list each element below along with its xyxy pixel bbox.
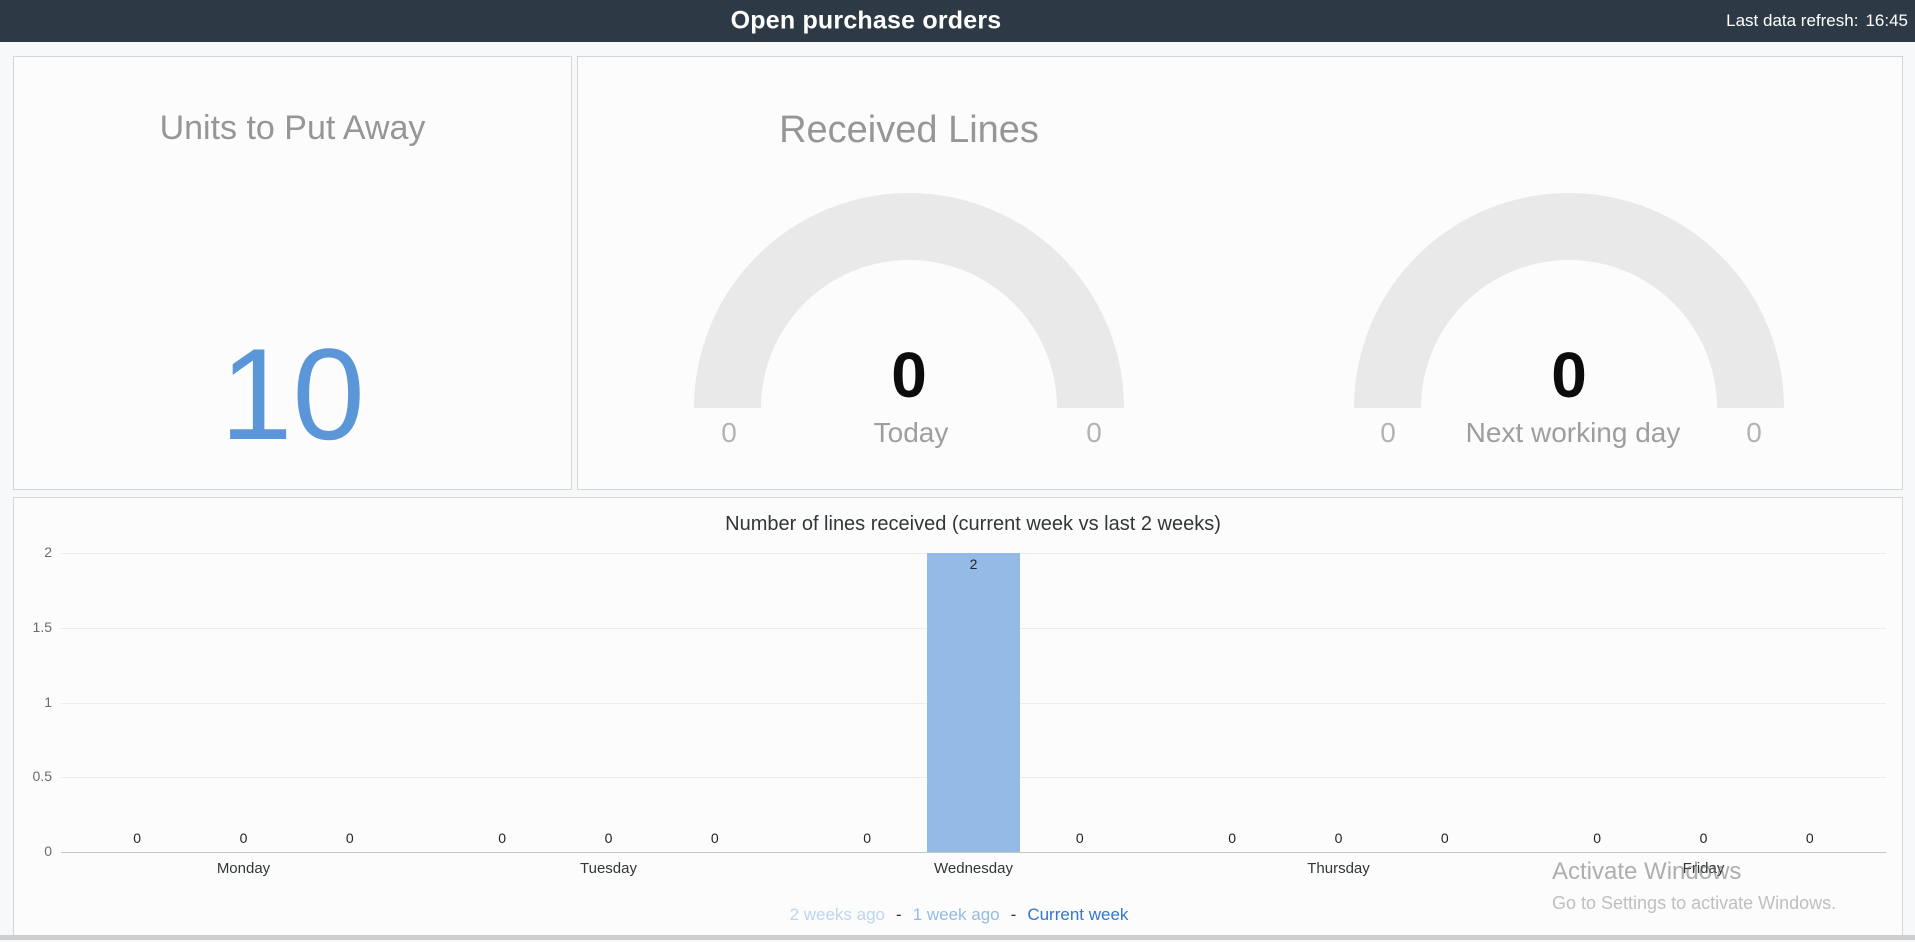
tile-units-to-put-away[interactable]: Units to Put Away 10	[13, 56, 572, 490]
bar-value-label: 0	[133, 830, 142, 846]
bar-value-label: 0	[345, 830, 354, 846]
legend-separator: -	[1010, 905, 1017, 924]
gauge-next-working-day-min: 0	[1380, 417, 1396, 448]
y-axis-tick-0: 0	[44, 843, 52, 859]
x-axis-label-friday: Friday	[1682, 860, 1725, 877]
last-data-refresh-time: 16:45	[1865, 11, 1908, 30]
gauge-today-label: Today	[873, 417, 949, 448]
y-axis-tick-1: 1	[44, 693, 52, 710]
legend-item-1-week-ago[interactable]: 1 week ago	[912, 905, 1000, 924]
bar-value-label: 0	[710, 830, 719, 846]
chart-title: Number of lines received (current week v…	[725, 513, 1221, 535]
bar-chart-plot: 0 0.5 1 1.5 2 Monday 0 0 0 Tuesday 0 0 0 Wednesday 0 2 0…	[14, 498, 1904, 936]
chart-panel: Number of lines received (current week v…	[13, 497, 1903, 935]
x-axis-label-monday: Monday	[216, 860, 271, 877]
bar-value-label: 0	[1805, 830, 1814, 846]
received-lines-title: Received Lines	[779, 109, 1039, 151]
bar-value-label: 0	[1334, 830, 1343, 846]
y-axis-tick-1.5: 1.5	[32, 618, 52, 635]
bar-value-label: 0	[1075, 830, 1084, 846]
bar-1-week-ago-wednesday[interactable]	[927, 553, 1020, 852]
bar-value-label: 0	[239, 830, 248, 846]
gauge-next-working-day-max: 0	[1746, 417, 1762, 448]
last-data-refresh: Last data refresh: 16:45	[1726, 11, 1908, 31]
bar-value-label: 2	[969, 556, 978, 572]
y-axis-tick-2: 2	[44, 544, 52, 560]
legend-item-2-weeks-ago[interactable]: 2 weeks ago	[789, 905, 886, 924]
x-axis-label-tuesday: Tuesday	[580, 860, 637, 877]
gridline-y-0	[61, 852, 1886, 853]
last-data-refresh-label: Last data refresh:	[1726, 11, 1859, 30]
chart-legend: 2 weeks ago -1 week ago - Current week	[14, 903, 1904, 927]
units-to-put-away-value: 10	[220, 321, 365, 467]
gauge-next-working-day-value: 0	[1551, 339, 1587, 411]
bar-value-label: 0	[498, 830, 507, 846]
x-axis-label-wednesday: Wednesday	[934, 860, 1013, 877]
bar-value-label: 0	[1228, 830, 1237, 846]
gauge-today-min: 0	[721, 417, 737, 448]
bar-value-label: 0	[604, 830, 613, 846]
units-to-put-away-title: Units to Put Away	[159, 109, 426, 147]
page-title: Open purchase orders	[730, 6, 1002, 35]
bar-value-label: 0	[863, 830, 872, 846]
bar-value-label: 0	[1699, 830, 1708, 846]
y-axis-tick-0.5: 0.5	[32, 768, 52, 785]
tile-received-lines[interactable]: Received Lines 0 0 Today 0 0 0 Next work…	[577, 56, 1903, 490]
bar-value-label: 0	[1440, 830, 1449, 846]
app-header: Open purchase orders Last data refresh: 1…	[0, 0, 1915, 42]
bar-value-label: 0	[1593, 830, 1602, 846]
legend-separator: -	[896, 905, 902, 924]
legend-item-current-week[interactable]: Current week	[1027, 905, 1129, 924]
gauge-today-max: 0	[1086, 417, 1102, 448]
gauge-next-working-day-label: Next working day	[1465, 417, 1681, 448]
horizontal-scrollbar[interactable]	[0, 935, 1915, 940]
x-axis-label-thursday: Thursday	[1307, 860, 1370, 877]
gauge-today-value: 0	[891, 339, 927, 411]
